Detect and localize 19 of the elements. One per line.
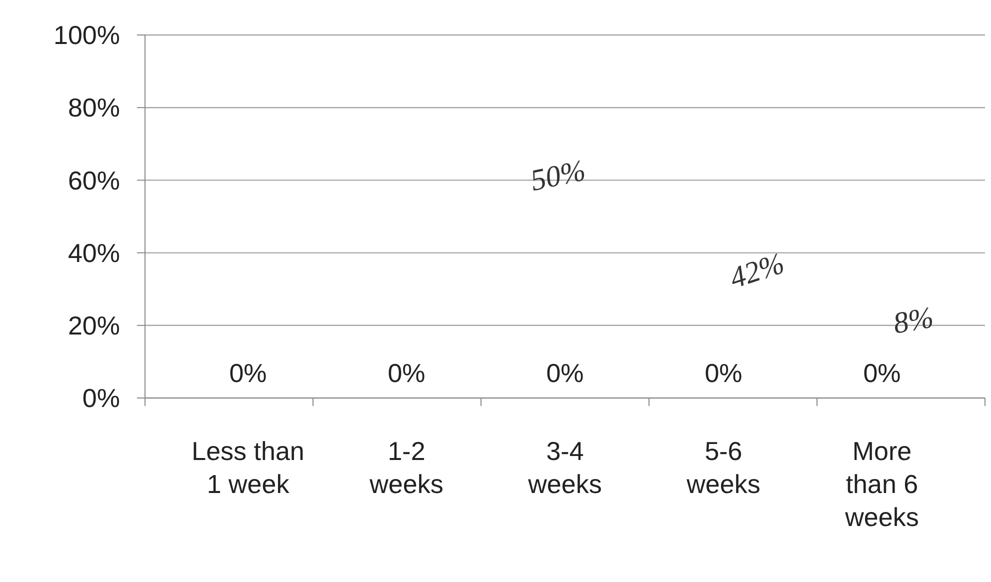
- y-tick-label: 100%: [54, 20, 120, 50]
- y-tick-label: 60%: [68, 165, 120, 196]
- data-label: 0%: [704, 358, 742, 388]
- x-tick-label: More than 6 weeks: [844, 436, 919, 532]
- y-tick-label: 20%: [68, 310, 120, 340]
- data-label: 0%: [388, 358, 426, 388]
- annotation: 50%: [528, 154, 588, 198]
- y-tick-label: 0%: [82, 383, 120, 414]
- x-tick-label: 3-4 weeks: [527, 436, 602, 499]
- y-tick-label: 40%: [68, 238, 120, 268]
- data-label: 0%: [546, 358, 584, 388]
- x-tick-label: 5-6 weeks: [686, 436, 760, 499]
- data-label: 0%: [863, 358, 901, 388]
- y-tick-label: 80%: [68, 92, 120, 123]
- x-tick-label: Less than 1 week: [192, 436, 304, 499]
- x-tick-label: 1-2 weeks: [368, 436, 444, 499]
- annotation: 42%: [726, 246, 788, 296]
- data-label: 0%: [229, 358, 267, 388]
- annotation: 8%: [890, 300, 936, 340]
